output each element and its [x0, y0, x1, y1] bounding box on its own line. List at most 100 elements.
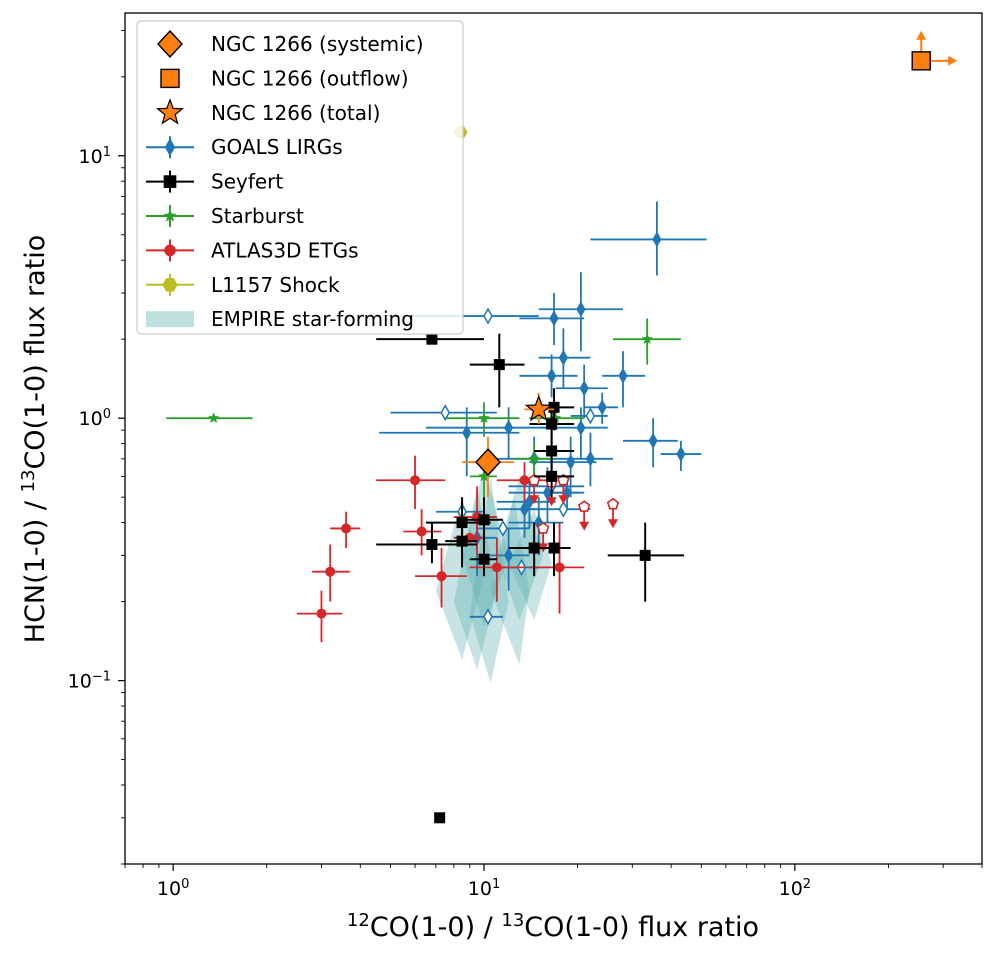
atlas3d-etgs-upper-limits-upper-limit-arrow-head [579, 521, 590, 531]
goals-lirgs-marker [462, 424, 472, 441]
goals-lirgs-limits-point [469, 608, 503, 626]
x-tick-label: 100 [157, 877, 189, 901]
starburst-point [612, 318, 681, 365]
goals-lirgs-marker [618, 367, 628, 384]
ngc-1266-outflow-point [911, 30, 958, 71]
y-axis-label: HCN(1-0) / 13CO(1-0) flux ratio [18, 235, 52, 643]
goals-lirgs-point [519, 354, 578, 398]
goals-lirgs-point [590, 201, 707, 276]
legend-label: NGC 1266 (systemic) [211, 32, 424, 56]
atlas3d-etgs-point [312, 544, 350, 602]
atlas3d-etgs-point [469, 537, 525, 602]
goals-lirgs-marker [549, 310, 559, 327]
legend-item: NGC 1266 (outflow) [160, 66, 409, 90]
ngc-1266-total-marker [524, 394, 553, 422]
seyfert-marker [478, 553, 490, 565]
goals-lirgs-limits-point [390, 404, 497, 422]
x-tick-label: 101 [468, 877, 500, 901]
goals-lirgs-limits-marker [585, 407, 596, 425]
goals-lirgs-point [538, 272, 623, 352]
legend-marker [163, 175, 177, 188]
seyfert-marker [639, 549, 651, 561]
seyfert-point [469, 544, 497, 577]
seyfert-point [469, 333, 525, 408]
atlas3d-etgs-upper-limits-point [536, 521, 550, 553]
legend-marker [163, 209, 177, 222]
y-tick-label: 100 [79, 407, 111, 431]
y-tick-label: 101 [79, 144, 111, 168]
legend-item: GOALS LIRGs [146, 135, 343, 159]
goals-lirgs-marker [504, 419, 514, 436]
seyfert-marker [478, 514, 490, 526]
atlas3d-etgs-marker [316, 608, 327, 619]
atlas3d-etgs-upper-limits-upper-limit-arrow-head [558, 495, 569, 505]
goals-lirgs-point [660, 440, 702, 471]
empire-patch [469, 476, 509, 683]
atlas3d-etgs-point [415, 548, 467, 608]
legend-item: Seyfert [146, 170, 283, 194]
axis-ticks: 100 101 102 10−1 100 101 [68, 30, 983, 901]
goals-lirgs-marker [576, 301, 586, 318]
plot-frame [124, 12, 983, 865]
goals-lirgs-marker [566, 454, 576, 471]
goals-lirgs-marker [504, 547, 514, 564]
atlas3d-etgs-marker [436, 571, 447, 582]
goals-lirgs-marker [558, 349, 568, 366]
goals-lirgs-marker [519, 501, 530, 518]
data-points [166, 30, 958, 824]
atlas3d-etgs-marker [554, 562, 565, 573]
atlas3d-etgs-marker [416, 526, 427, 537]
atlas3d-etgs-marker [491, 562, 502, 573]
seyfert-point [434, 812, 446, 824]
goals-lirgs-limits-marker [483, 307, 493, 325]
goals-lirgs-marker [547, 367, 557, 384]
legend-marker [164, 244, 176, 257]
seyfert-marker [528, 542, 540, 554]
seyfert-marker [546, 445, 558, 457]
atlas3d-etgs-point [496, 462, 552, 502]
starburst-marker [478, 470, 490, 482]
seyfert-marker [493, 359, 505, 371]
y-tick-label: 10−1 [68, 669, 111, 693]
ngc-1266-systemic-point [462, 436, 515, 498]
atlas3d-etgs-upper-limits-upper-limit-arrow-head [546, 497, 557, 507]
seyfert-marker [546, 418, 558, 430]
seyfert-point [376, 333, 485, 345]
starburst-point [514, 443, 552, 477]
atlas3d-etgs-marker [519, 475, 530, 486]
legend-label: NGC 1266 (outflow) [211, 66, 409, 90]
goals-lirgs-limits-marker [483, 608, 493, 626]
goals-lirgs-point [555, 364, 608, 419]
empire-patch [453, 486, 497, 670]
atlas3d-etgs-point [529, 522, 585, 614]
legend-label: EMPIRE star-forming [211, 307, 414, 331]
legend-item: Starburst [146, 204, 304, 228]
legend-marker [162, 278, 178, 292]
goals-lirgs-marker [597, 399, 607, 416]
ngc-1266-total-point [524, 392, 555, 425]
legend-label: L1157 Shock [211, 273, 340, 297]
goals-lirgs-marker [579, 380, 589, 397]
goals-lirgs-limits-marker [440, 404, 451, 422]
starburst-marker [478, 412, 490, 423]
atlas3d-etgs-upper-limits-point [527, 473, 541, 505]
goals-lirgs-marker [652, 231, 662, 248]
goals-lirgs-point [602, 351, 646, 408]
atlas3d-etgs-upper-limits-point [577, 500, 591, 531]
atlas3d-etgs-upper-limits-point [606, 497, 620, 529]
atlas3d-etgs-marker [410, 475, 421, 486]
legend-label: ATLAS3D ETGs [211, 238, 359, 262]
x-axis-label: 12CO(1-0) / 13CO(1-0) flux ratio [347, 910, 759, 944]
goals-lirgs-point [484, 528, 530, 591]
legend-item: EMPIRE star-forming [146, 307, 414, 331]
legend-label: GOALS LIRGs [211, 135, 343, 159]
legend-marker [164, 138, 176, 157]
legend-item: L1157 Shock [146, 273, 340, 297]
empire-patch [508, 509, 552, 621]
seyfert-marker [546, 470, 558, 482]
legend-item: NGC 1266 (systemic) [157, 29, 424, 59]
legend-label: Seyfert [211, 170, 283, 194]
seyfert-point [534, 430, 575, 477]
ngc-1266-systemic-marker [475, 448, 501, 477]
